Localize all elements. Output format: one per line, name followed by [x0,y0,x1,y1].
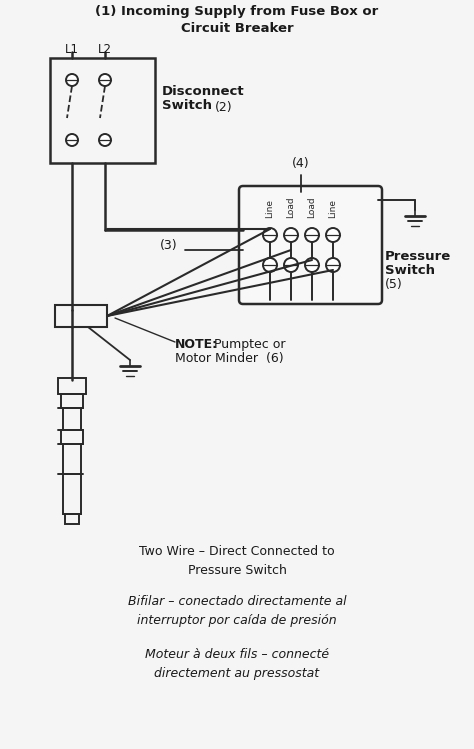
Text: Switch: Switch [162,99,212,112]
Text: Moteur à deux fils – connecté
directement au pressostat: Moteur à deux fils – connecté directemen… [145,648,329,680]
Circle shape [66,74,78,86]
Text: (1) Incoming Supply from Fuse Box or
Circuit Breaker: (1) Incoming Supply from Fuse Box or Cir… [95,5,379,35]
Text: Pressure: Pressure [385,250,451,263]
Text: L1: L1 [65,43,79,56]
Circle shape [66,134,78,146]
Text: Load: Load [308,196,317,218]
Circle shape [305,228,319,242]
Text: Pumptec or: Pumptec or [210,338,285,351]
Text: Two Wire – Direct Connected to
Pressure Switch: Two Wire – Direct Connected to Pressure … [139,545,335,577]
Text: L2: L2 [98,43,112,56]
Bar [63,444,81,474]
Circle shape [284,228,298,242]
Circle shape [326,228,340,242]
Text: (4): (4) [292,157,310,170]
Circle shape [326,258,340,272]
Text: (5): (5) [385,278,403,291]
Bar [50,58,155,163]
Bar [58,378,86,394]
Text: Motor Minder  (6): Motor Minder (6) [175,352,283,365]
Circle shape [305,258,319,272]
Circle shape [99,74,111,86]
Bar [63,474,81,514]
Text: Bifilar – conectado directamente al
interruptor por caída de presión: Bifilar – conectado directamente al inte… [128,595,346,627]
Text: Switch: Switch [385,264,435,277]
Text: Line: Line [265,199,274,218]
Text: (2): (2) [215,101,233,114]
Text: Disconnect: Disconnect [162,85,245,98]
Circle shape [263,258,277,272]
Text: (3): (3) [160,240,178,252]
Text: Line: Line [328,199,337,218]
Bar [63,408,81,430]
Text: NOTE:: NOTE: [175,338,218,351]
Bar [61,394,83,408]
Circle shape [263,228,277,242]
FancyBboxPatch shape [239,186,382,304]
Bar [61,430,83,444]
Bar [55,305,107,327]
Bar [65,514,79,524]
Circle shape [99,134,111,146]
Text: Load: Load [286,196,295,218]
Circle shape [284,258,298,272]
